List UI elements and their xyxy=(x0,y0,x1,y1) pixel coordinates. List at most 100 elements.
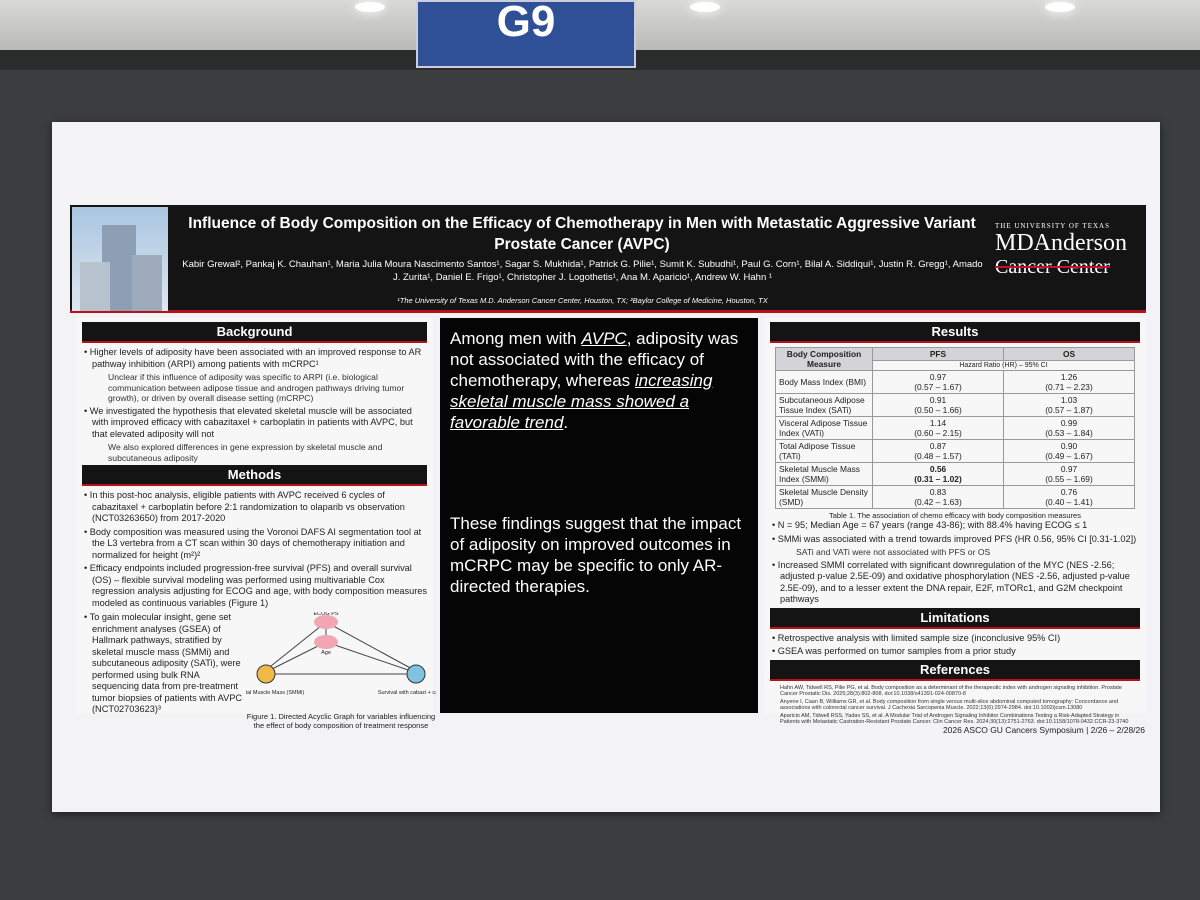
sub-bullet: SATi and VATi were not associated with P… xyxy=(796,547,991,557)
hazard-ratio: 0.97 xyxy=(929,372,947,382)
poster-title: Influence of Body Composition on the Eff… xyxy=(188,215,976,253)
table-cell: 0.87 (0.48 – 1.57) xyxy=(872,439,1004,463)
bullet: Efficacy endpoints included progression-… xyxy=(90,563,427,609)
booth-sign: G9 xyxy=(416,0,636,68)
statement-part: . xyxy=(563,413,569,432)
confidence-interval: (0.60 – 2.15) xyxy=(914,428,962,438)
ceiling-light xyxy=(355,2,385,12)
hazard-ratio: 0.99 xyxy=(1060,418,1078,428)
bullet: GSEA was performed on tumor samples from… xyxy=(778,646,1140,658)
confidence-interval: (0.71 – 2.23) xyxy=(1045,382,1093,392)
left-column: Background Higher levels of adiposity hav… xyxy=(76,318,446,730)
table-cell: 0.90 (0.49 – 1.67) xyxy=(1003,439,1135,463)
affiliations: ¹The University of Texas M.D. Anderson C… xyxy=(397,296,768,305)
methods-figure-row: To gain molecular insight, gene set enri… xyxy=(82,611,447,730)
table-cell: Skeletal Muscle Mass Index (SMMi) xyxy=(775,462,873,486)
confidence-interval: (0.40 – 1.41) xyxy=(1045,497,1093,507)
center-column: Among men with AVPC, adiposity was not a… xyxy=(440,318,758,713)
ceiling-light xyxy=(690,2,720,12)
statement-part: AVPC xyxy=(581,329,627,348)
hazard-ratio: 1.26 xyxy=(1060,372,1078,382)
confidence-interval: (0.50 – 1.66) xyxy=(914,405,962,415)
table-header: PFS xyxy=(872,347,1004,361)
logo-line: MDAnderson xyxy=(995,230,1127,256)
bullet: To gain molecular insight, gene set enri… xyxy=(90,612,242,728)
section-heading: Methods xyxy=(82,465,427,486)
building-photo xyxy=(72,207,168,311)
hazard-ratio: 0.76 xyxy=(1060,487,1078,497)
table-row: Visceral Adipose Tissue Index (VATi) 1.14… xyxy=(775,416,1135,440)
dag-node xyxy=(256,664,276,684)
results-table: Body Composition Measure PFS OS Hazard Rati… xyxy=(775,347,1135,509)
table-cell: Body Mass Index (BMI) xyxy=(775,370,873,394)
reference: Anyene I, Caan B, Williams GR, et al. Bo… xyxy=(780,698,1119,712)
sub-bullet: We also explored differences in gene exp… xyxy=(108,442,383,463)
statement-part: , adiposity was not associated with the … xyxy=(450,329,739,390)
bullet: Higher levels of adiposity have been ass… xyxy=(90,347,427,370)
table-cell: 0.97 (0.57 – 1.67) xyxy=(872,370,1004,394)
table-cell: 1.14 (0.60 – 2.15) xyxy=(872,416,1004,440)
table-row: Total Adipose Tissue (TATi) 0.87 (0.48 – 1… xyxy=(775,439,1135,463)
confidence-interval: (0.49 – 1.67) xyxy=(1045,451,1093,461)
dag: ECOG PS Age Skeletal Muscle Mass (SMMi) Sur… xyxy=(232,611,446,696)
logo: THE UNIVERSITY OF TEXAS MDAnderson Cance… xyxy=(995,222,1140,278)
table-cell: 0.99 (0.53 – 1.84) xyxy=(1003,416,1135,440)
hazard-ratio: 1.03 xyxy=(1060,395,1078,405)
dag-node xyxy=(406,664,426,684)
section-heading: Limitations xyxy=(770,607,1140,629)
table-row: Body Mass Index (BMI) 0.97 (0.57 – 1.67) 1.… xyxy=(775,370,1135,394)
dag-label: Skeletal Muscle Mass (SMMi) xyxy=(246,690,304,696)
table-caption: Table 1. The association of chemo effica… xyxy=(829,511,1081,520)
hazard-ratio: 0.87 xyxy=(929,441,947,451)
bullet: Body composition was measured using the … xyxy=(90,527,427,562)
table-cell: 0.56 (0.31 – 1.02) xyxy=(872,462,1004,486)
section-heading: References xyxy=(770,659,1140,681)
table-row: Subcutaneous Adipose Tissue Index (SATi)… xyxy=(775,393,1135,417)
hazard-ratio: 0.91 xyxy=(929,395,947,405)
building-shape xyxy=(80,262,110,311)
table-row: Skeletal Muscle Mass Index (SMMi) 0.56 (0.… xyxy=(775,462,1135,486)
bullet: Increased SMMI correlated with significa… xyxy=(778,560,1140,606)
hazard-ratio: 0.90 xyxy=(1060,441,1078,451)
figure: ECOG PS Age Skeletal Muscle Mass (SMMi) Sur… xyxy=(232,611,446,730)
dag-label: ECOG PS xyxy=(313,612,338,617)
section-heading: Background xyxy=(82,322,427,343)
dag-node xyxy=(314,635,338,649)
logo-line: Cancer Center xyxy=(995,256,1110,278)
figure-caption: Figure 1. Directed Acyclic Graph for var… xyxy=(246,712,436,730)
table-cell: 0.76 (0.40 – 1.41) xyxy=(1003,485,1135,509)
bullet: We investigated the hypothesis that elev… xyxy=(90,406,427,441)
ceiling-light xyxy=(1045,2,1075,12)
poster-header xyxy=(70,205,1146,313)
confidence-interval: (0.42 – 1.63) xyxy=(914,497,962,507)
hazard-ratio: 0.56 xyxy=(929,464,947,474)
table-cell: Subcutaneous Adipose Tissue Index (SATi) xyxy=(775,393,873,417)
table-header: OS xyxy=(1003,347,1135,361)
table-cell: 0.97 (0.55 – 1.69) xyxy=(1003,462,1135,486)
confidence-interval: (0.53 – 1.84) xyxy=(1045,428,1093,438)
reference: Aparicio AM, Tidwell RSS, Yadav SS, et a… xyxy=(780,712,1129,726)
confidence-interval: (0.48 – 1.57) xyxy=(914,451,962,461)
sub-bullet: Unclear if this influence of adiposity w… xyxy=(108,372,405,403)
bullet: N = 95; Median Age = 67 years (range 43-… xyxy=(778,520,1140,532)
footer: 2026 ASCO GU Cancers Symposium | 2/26 – … xyxy=(942,725,1145,735)
dag-edge xyxy=(265,621,327,671)
confidence-interval: (0.57 – 1.67) xyxy=(914,382,962,392)
key-statement: Among men with AVPC, adiposity was not a… xyxy=(450,328,748,433)
hazard-ratio: 0.83 xyxy=(929,487,947,497)
table-cell: Visceral Adipose Tissue Index (VATi) xyxy=(775,416,873,440)
dag-edge xyxy=(325,621,415,671)
table-header: Body Composition Measure xyxy=(775,347,873,371)
confidence-interval: (0.31 – 1.02) xyxy=(914,474,962,484)
table-subheader: Hazard Ratio (HR) – 95% CI xyxy=(872,360,1135,371)
dag-label: Survival with cabazi + carbo xyxy=(378,690,436,696)
statement-part: increasing skeletal muscle mass showed a… xyxy=(450,371,713,432)
hazard-ratio: 1.14 xyxy=(929,418,947,428)
confidence-interval: (0.57 – 1.87) xyxy=(1045,405,1093,415)
right-column: Results Body Composition Measure PFS OS Haza… xyxy=(764,318,1146,725)
bullet: SMMi was associated with a trend towards… xyxy=(778,534,1140,546)
dag-label: Age xyxy=(321,650,331,656)
bullet: In this post-hoc analysis, eligible pati… xyxy=(90,490,427,525)
section-heading: Results xyxy=(770,322,1140,343)
